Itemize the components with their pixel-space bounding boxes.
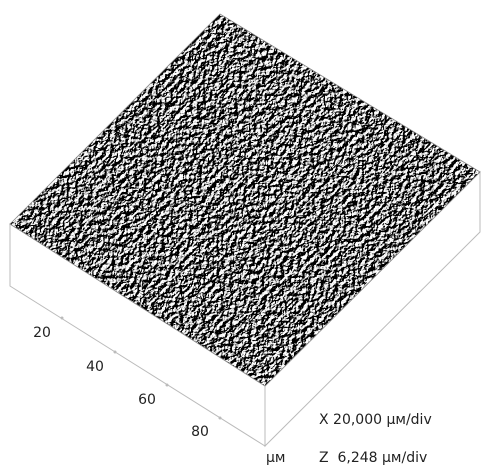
- tick: [219, 417, 222, 420]
- z-scale: Z 6,248 µм/div: [319, 450, 427, 466]
- tick: [166, 384, 169, 387]
- axis-unit: µм: [266, 450, 285, 466]
- tick: [61, 317, 64, 320]
- x-scale: X 20,000 µм/div: [319, 412, 432, 428]
- surface: [0, 0, 481, 400]
- surface-texture: [0, 0, 481, 400]
- afm-figure: 20 40 60 80 µм X 20,000 µм/div Z 6,248 µ…: [0, 0, 481, 466]
- tick-label: 60: [138, 392, 156, 408]
- tick-label: 80: [191, 424, 209, 440]
- tick-label: 40: [86, 359, 104, 375]
- tick: [114, 351, 117, 354]
- tick-label: 20: [33, 325, 51, 341]
- surface-box: [0, 0, 481, 446]
